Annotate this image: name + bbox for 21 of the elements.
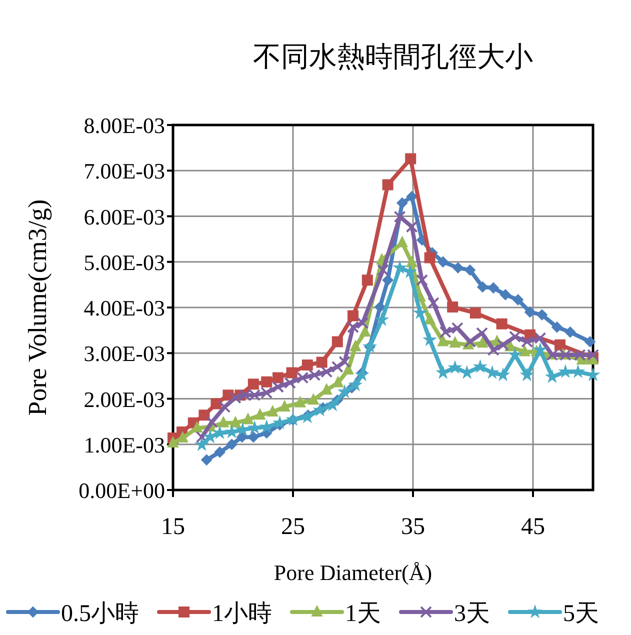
y-tick-label: 4.00E-03 <box>84 296 165 320</box>
y-tick-label: 0.00E+00 <box>78 478 165 503</box>
legend-label: 3天 <box>454 601 490 627</box>
y-tick-label: 8.00E-03 <box>84 113 165 138</box>
x-axis-title: Pore Diameter(Å) <box>274 560 432 585</box>
x-tick-label: 35 <box>401 514 425 540</box>
x-tick-label: 15 <box>161 514 185 540</box>
y-tick-label: 1.00E-03 <box>84 432 165 458</box>
x-tick-label: 45 <box>521 514 545 540</box>
legend-label: 1小時 <box>212 601 272 627</box>
y-tick-label: 5.00E-03 <box>84 250 165 275</box>
y-tick-label: 2.00E-03 <box>84 386 165 412</box>
y-tick-label: 7.00E-03 <box>84 158 165 184</box>
legend-label: 5天 <box>563 601 599 627</box>
chart-title: 不同水熱時間孔徑大小 <box>253 42 533 73</box>
legend-label: 1天 <box>345 601 381 627</box>
y-axis-title: Pore Volume(cm3/g) <box>23 199 52 416</box>
x-tick-label: 25 <box>281 514 305 540</box>
y-tick-label: 3.00E-03 <box>84 341 165 366</box>
y-tick-label: 6.00E-03 <box>84 204 165 230</box>
legend-label: 0.5小時 <box>61 601 139 627</box>
